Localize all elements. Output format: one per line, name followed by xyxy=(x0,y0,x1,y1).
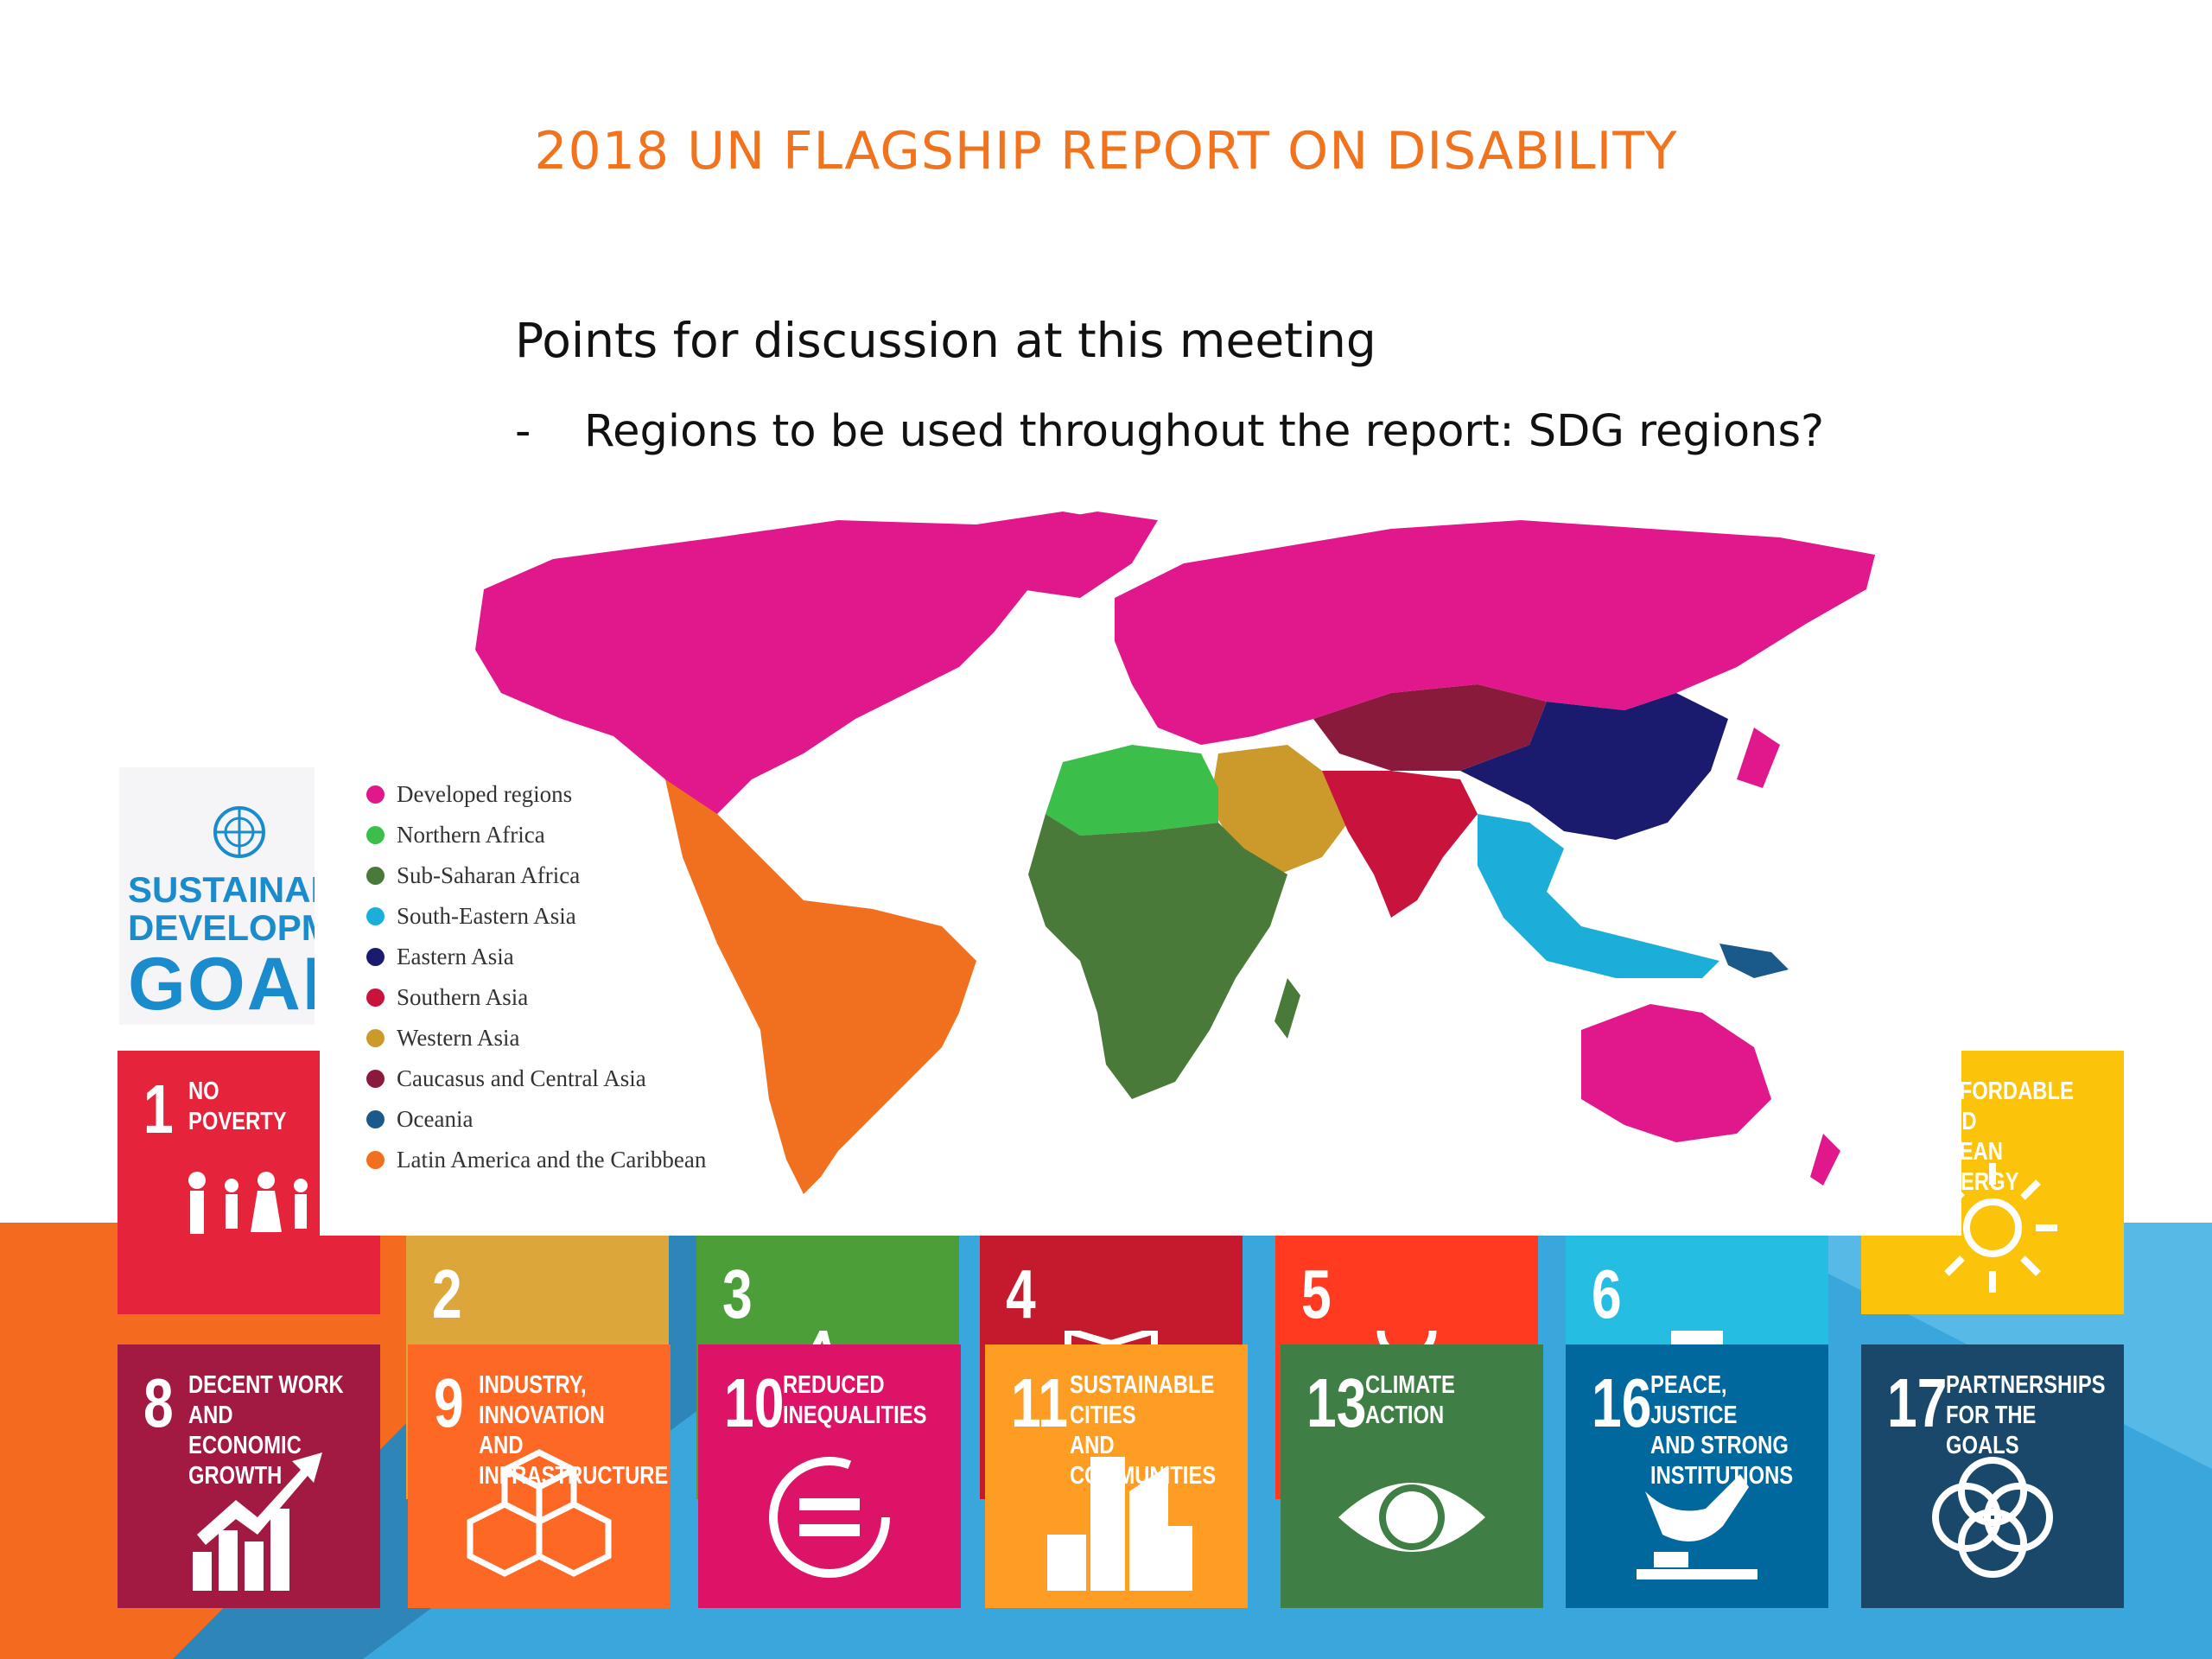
sdg-tile-number: 9 xyxy=(434,1364,464,1441)
sdg-tile-number: 8 xyxy=(143,1364,174,1441)
map-north-america xyxy=(475,512,1115,823)
sdg-tile-label: PEACE, JUSTICE AND STRONG INSTITUTIONS xyxy=(1650,1371,1794,1490)
legend-item: Caucasus and Central Asia xyxy=(366,1058,706,1099)
legend-swatch xyxy=(366,988,385,1007)
bullet-item: - Regions to be used throughout the repor… xyxy=(515,406,1824,457)
map-madagascar xyxy=(1274,978,1300,1039)
sdg-tile-label: CLIMATE ACTION xyxy=(1365,1371,1455,1429)
legend-label: Northern Africa xyxy=(397,822,545,848)
legend-item: Northern Africa xyxy=(366,815,706,855)
bullet-text: Regions to be used throughout the report… xyxy=(584,406,1825,457)
map-southern-asia xyxy=(1322,771,1478,918)
slide-subtitle: Points for discussion at this meeting xyxy=(515,313,1376,368)
sdg-tile-9: 9 INDUSTRY, INNOVATION AND INFRASTRUCTURE xyxy=(408,1344,671,1608)
legend-label: Caucasus and Central Asia xyxy=(397,1065,646,1091)
sdg-logo-line-2: DEVELOPMENT xyxy=(128,907,315,948)
city-icon xyxy=(1047,1457,1192,1591)
legend-label: Sub-Saharan Africa xyxy=(397,862,581,888)
legend-swatch xyxy=(366,826,385,844)
rings-icon xyxy=(1932,1457,2053,1578)
dove-gavel-icon xyxy=(1637,1474,1758,1580)
map-eurasia-north xyxy=(1115,520,1875,745)
sdg-tile-number: 1 xyxy=(143,1071,174,1147)
map-sub-saharan-africa xyxy=(1028,814,1287,1099)
map-latin-america xyxy=(665,779,976,1194)
map-oceania xyxy=(1719,944,1789,978)
sdg-logo-line-3: GOALS xyxy=(128,943,315,1025)
world-map xyxy=(475,512,1875,1194)
un-emblem-icon xyxy=(213,806,265,858)
sdg-tile-label: REDUCED INEQUALITIES xyxy=(783,1371,927,1429)
legend-item: Developed regions xyxy=(366,774,706,815)
slide-title: 2018 UN FLAGSHIP REPORT ON DISABILITY xyxy=(534,121,1678,181)
sdg-logo: SUSTAINABLE DEVELOPMENT GOALS xyxy=(119,767,315,1025)
legend-swatch xyxy=(366,948,385,966)
legend-item: Latin America and the Caribbean xyxy=(366,1140,706,1180)
family-icon xyxy=(188,1172,308,1234)
sdg-tile-label: PARTNERSHIPS FOR THE GOALS xyxy=(1946,1371,2106,1459)
sdg-tile-number: 17 xyxy=(1887,1364,1948,1441)
map-australia xyxy=(1581,1004,1771,1142)
legend-item: Sub-Saharan Africa xyxy=(366,855,706,896)
legend-swatch xyxy=(366,785,385,804)
sdg-tile-13: 13 CLIMATE ACTION xyxy=(1281,1344,1543,1608)
sdg-tile-number: 5 xyxy=(1301,1255,1332,1332)
legend-label: South-Eastern Asia xyxy=(397,903,576,929)
legend-label: Developed regions xyxy=(397,781,573,807)
map-northern-africa xyxy=(1046,745,1218,836)
legend-item: Eastern Asia xyxy=(366,937,706,977)
legend-swatch xyxy=(366,1070,385,1088)
legend-label: Oceania xyxy=(397,1106,474,1132)
sdg-tile-17: 17 PARTNERSHIPS FOR THE GOALS xyxy=(1861,1344,2124,1608)
map-western-asia xyxy=(1210,745,1348,874)
equal-circle-icon xyxy=(769,1457,890,1578)
sdg-tile-number: 10 xyxy=(724,1364,785,1441)
sdg-tile-number: 16 xyxy=(1592,1364,1652,1441)
legend-item: Western Asia xyxy=(366,1018,706,1058)
legend-swatch xyxy=(366,867,385,885)
map-legend: Developed regions Northern Africa Sub-Saha… xyxy=(366,774,706,1180)
sdg-tile-10: 10 REDUCED INEQUALITIES xyxy=(698,1344,961,1608)
sdg-tile-8: 8 DECENT WORK AND ECONOMIC GROWTH xyxy=(118,1344,380,1608)
legend-swatch xyxy=(366,1151,385,1169)
sdg-tile-label: NO POVERTY xyxy=(188,1077,287,1135)
legend-label: Eastern Asia xyxy=(397,944,514,969)
sdg-tile-number: 11 xyxy=(1011,1364,1068,1441)
sdg-tile-number: 6 xyxy=(1592,1255,1622,1332)
sdg-tile-label: DECENT WORK AND ECONOMIC GROWTH xyxy=(188,1371,344,1490)
sdg-tile-11: 11 SUSTAINABLE CITIES AND COMMUNITIES xyxy=(985,1344,1248,1608)
sdg-logo-line-1: SUSTAINABLE xyxy=(128,869,315,910)
eye-globe-icon xyxy=(1338,1483,1485,1552)
legend-swatch xyxy=(366,1110,385,1128)
sdg-tile-number: 3 xyxy=(722,1255,753,1332)
world-map-card xyxy=(320,494,1961,1236)
map-eastern-asia xyxy=(1460,693,1728,840)
map-new-zealand xyxy=(1810,1134,1840,1185)
map-central-asia xyxy=(1313,684,1547,771)
map-greenland xyxy=(994,512,1158,598)
legend-swatch xyxy=(366,907,385,925)
legend-label: Southern Asia xyxy=(397,984,529,1010)
legend-label: Latin America and the Caribbean xyxy=(397,1147,707,1173)
sdg-tile-number: 13 xyxy=(1306,1364,1367,1441)
growth-chart-icon xyxy=(193,1452,322,1591)
sdg-tile-16: 16 PEACE, JUSTICE AND STRONG INSTITUTIONS xyxy=(1566,1344,1828,1608)
map-japan xyxy=(1737,728,1780,788)
legend-label: Western Asia xyxy=(397,1025,520,1051)
legend-item: Southern Asia xyxy=(366,977,706,1018)
legend-swatch xyxy=(366,1029,385,1047)
cubes-icon xyxy=(467,1449,612,1577)
sdg-tile-number: 2 xyxy=(432,1255,462,1332)
legend-item: Oceania xyxy=(366,1099,706,1140)
bullet-marker: - xyxy=(515,406,531,457)
map-south-eastern-asia xyxy=(1478,814,1719,978)
sdg-tile-number: 4 xyxy=(1006,1255,1036,1332)
legend-item: South-Eastern Asia xyxy=(366,896,706,937)
